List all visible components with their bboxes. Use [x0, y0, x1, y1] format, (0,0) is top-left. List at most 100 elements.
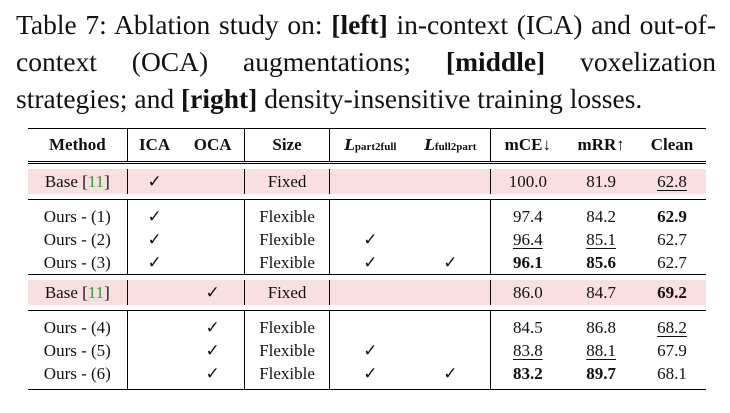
- cell-ica: [127, 339, 181, 362]
- cell-mrr: 89.7: [564, 362, 639, 390]
- loss-subscript: part2full: [354, 141, 397, 153]
- cell-clean: 62.9: [638, 199, 706, 228]
- cell-size: Flexible: [244, 251, 331, 275]
- cell-loss-part2full: [329, 199, 411, 228]
- header-loss-part2full: Lpart2full: [329, 128, 411, 164]
- cell-ica: [127, 280, 182, 305]
- table-row: Base [11] ✓ Fixed 86.0 84.7 69.2: [28, 280, 706, 305]
- header-method: Method: [28, 128, 128, 164]
- table-row: Ours - (5) ✓ Flexible ✓ 83.8 88.1 67.9: [28, 339, 706, 362]
- cell-loss-full2part: [410, 228, 492, 251]
- caption-text-2: in-context (ICA) and out-of-context (OCA…: [16, 9, 716, 77]
- header-mrr: mRR↑: [564, 128, 639, 164]
- cell-method: Ours - (2): [28, 228, 128, 251]
- header-size: Size: [244, 128, 331, 164]
- cell-clean: 62.8: [638, 169, 706, 194]
- cell-method: Base [11]: [28, 280, 128, 305]
- cell-clean: 69.2: [638, 280, 706, 305]
- cell-size: Flexible: [244, 228, 331, 251]
- table-caption: Table 7: Ablation study on: [left] in-co…: [16, 6, 716, 117]
- cell-mrr: 88.1: [586, 340, 616, 360]
- cell-oca: [181, 251, 245, 275]
- citation-link[interactable]: 11: [87, 282, 105, 302]
- cell-oca: [181, 169, 245, 194]
- cell-mce: 97.4: [490, 199, 565, 228]
- caption-right: [right]: [180, 83, 258, 114]
- table-row: Ours - (4) ✓ Flexible 84.5 86.8 68.2: [28, 310, 706, 339]
- table-row: Ours - (2) ✓ Flexible ✓ 96.4 85.1 62.7: [28, 228, 706, 251]
- caption-label: Table 7:: [16, 9, 107, 40]
- header-row: Method ICA OCA Size Lpart2full Lfull2par…: [28, 128, 706, 164]
- cell-mce: 84.5: [490, 310, 565, 339]
- cell-loss-part2full: ✓: [363, 252, 378, 272]
- ablation-table: Method ICA OCA Size Lpart2full Lfull2par…: [28, 128, 706, 390]
- cell-oca: [181, 228, 245, 251]
- cell-clean: 62.7: [657, 252, 687, 272]
- header-clean: Clean: [638, 128, 706, 164]
- cell-clean: 68.1: [638, 362, 706, 390]
- cell-loss-full2part: [410, 280, 492, 305]
- caption-text-1: Ablation study on:: [106, 9, 332, 40]
- cell-loss-full2part: [410, 169, 492, 194]
- cell-ica: [127, 310, 182, 339]
- cell-mrr: 85.6: [586, 252, 616, 272]
- cell-mce: 83.2: [490, 362, 565, 390]
- cell-loss-part2full: ✓: [363, 229, 378, 249]
- header-ica: ICA: [127, 128, 182, 164]
- cell-loss-part2full: [329, 169, 411, 194]
- cell-oca: ✓: [181, 362, 245, 390]
- cell-loss-full2part: [410, 199, 492, 228]
- table-row: Ours - (3) ✓ Flexible ✓ ✓ 96.1 85.6 62.7: [28, 251, 706, 275]
- cell-oca: ✓: [181, 280, 245, 305]
- caption-text-4: density-insensitive training losses.: [257, 83, 643, 114]
- cell-loss-part2full: [329, 280, 411, 305]
- cell-mce: 86.0: [490, 280, 565, 305]
- cell-size: Flexible: [244, 362, 331, 390]
- header-mce: mCE↓: [490, 128, 565, 164]
- cell-loss-part2full: ✓: [329, 362, 411, 390]
- cell-clean: 68.2: [638, 310, 706, 339]
- cell-ica: ✓: [147, 229, 162, 249]
- cell-mce: 96.1: [512, 252, 543, 272]
- cell-method: Ours - (4): [28, 310, 128, 339]
- cell-mrr: 81.9: [564, 169, 639, 194]
- cell-size: Flexible: [244, 199, 331, 228]
- cell-method: Base [11]: [28, 169, 128, 194]
- cell-loss-full2part: ✓: [410, 251, 492, 275]
- cell-loss-full2part: ✓: [410, 362, 492, 390]
- cell-ica: ✓: [127, 199, 182, 228]
- cell-oca: [181, 199, 245, 228]
- cell-ica: [127, 362, 182, 390]
- table-row: Ours - (6) ✓ Flexible ✓ ✓ 83.2 89.7 68.1: [28, 362, 706, 390]
- caption-middle: [middle]: [445, 46, 546, 77]
- cell-ica: ✓: [147, 252, 162, 272]
- cell-ica: ✓: [127, 169, 182, 194]
- cell-method: Ours - (3): [28, 251, 128, 275]
- header-oca: OCA: [181, 128, 245, 164]
- cell-clean: 67.9: [657, 340, 687, 360]
- cell-mce: 96.4: [512, 229, 543, 249]
- cell-clean: 62.7: [657, 229, 687, 249]
- cell-oca: ✓: [181, 310, 245, 339]
- cell-method: Ours - (5): [28, 339, 128, 362]
- cell-loss-full2part: [410, 310, 492, 339]
- cell-mrr: 86.8: [564, 310, 639, 339]
- cell-loss-part2full: ✓: [363, 340, 378, 360]
- table-row: Ours - (1) ✓ Flexible 97.4 84.2 62.9: [28, 199, 706, 228]
- caption-text-3: voxelization strategies; and: [16, 46, 716, 114]
- caption-left: [left]: [331, 9, 388, 40]
- cell-mce: 100.0: [490, 169, 565, 194]
- citation-link[interactable]: 11: [87, 171, 105, 191]
- cell-mrr: 84.2: [564, 199, 639, 228]
- loss-subscript: full2part: [434, 141, 477, 153]
- cell-loss-full2part: [410, 339, 492, 362]
- cell-size: Flexible: [244, 339, 331, 362]
- cell-mrr: 85.1: [586, 229, 616, 249]
- cell-method: Ours - (1): [28, 199, 128, 228]
- cell-method: Ours - (6): [28, 362, 128, 390]
- cell-oca: ✓: [181, 339, 245, 362]
- header-loss-full2part: Lfull2part: [410, 128, 492, 164]
- cell-size: Fixed: [244, 169, 331, 194]
- cell-size: Flexible: [244, 310, 331, 339]
- cell-mce: 83.8: [512, 340, 543, 360]
